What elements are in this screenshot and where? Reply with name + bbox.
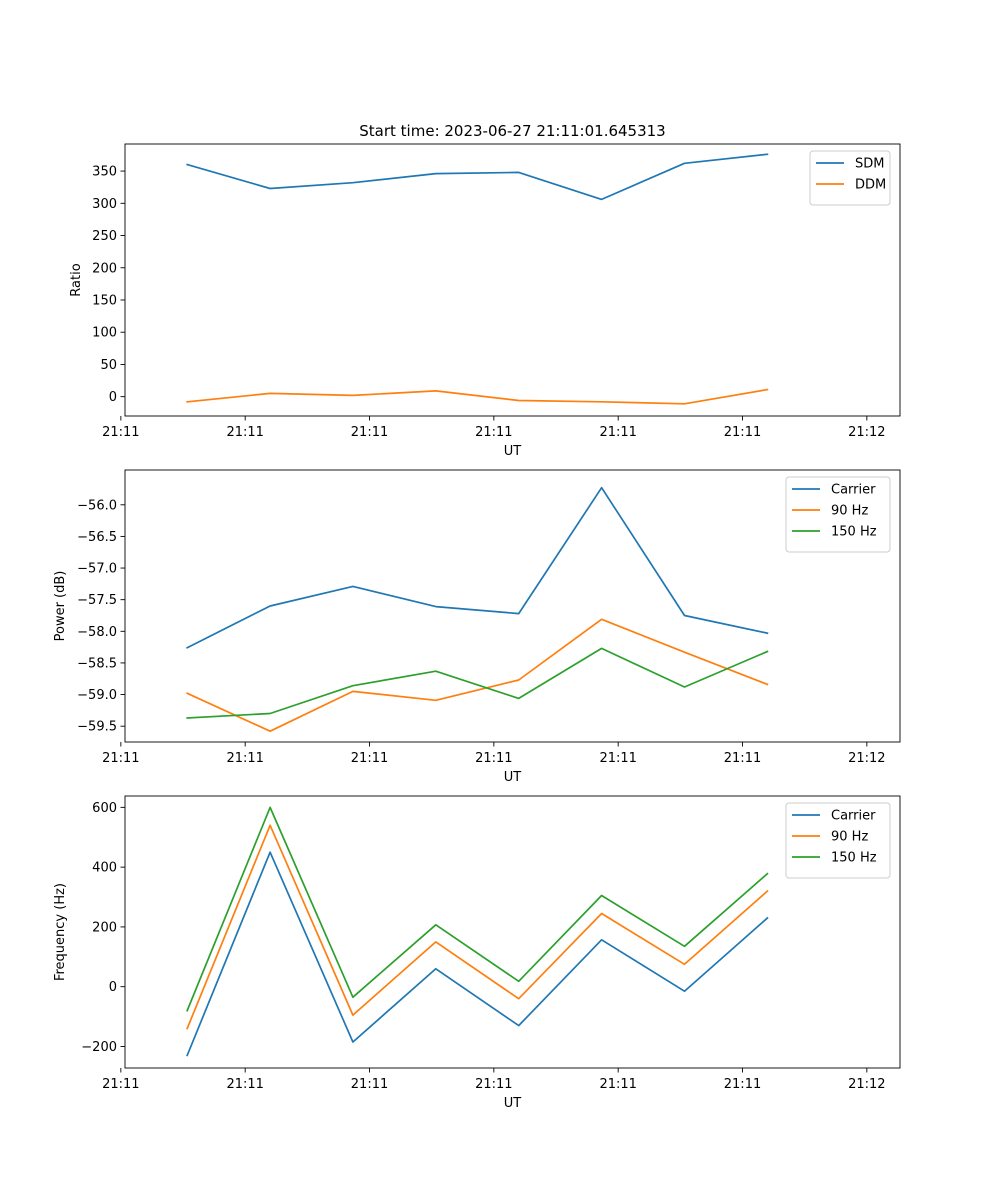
chart-3-legend-label-3: 150 Hz — [831, 851, 877, 866]
chart-1-y-tick-label-3: 100 — [92, 326, 117, 341]
chart-3-series-2-line — [186, 824, 769, 1030]
chart-2-series-1-line — [186, 486, 769, 649]
chart-2-y-tick-label-2: −59.0 — [77, 688, 117, 703]
chart-3-x-tick-label-6: 21:11 — [724, 1077, 761, 1092]
chart-1-axes-frame — [124, 143, 901, 417]
chart-3-x-tick-label-7: 21:12 — [848, 1077, 885, 1092]
chart-2-series-3-line — [186, 647, 769, 719]
chart-2-y-tick-label-3: −58.5 — [77, 656, 117, 671]
chart-3-legend-label-1: Carrier — [831, 809, 876, 824]
chart-1-y-tick-label-1: 0 — [109, 390, 117, 405]
chart-3-axes-frame — [124, 795, 901, 1069]
chart-2-x-tick-label-3: 21:11 — [351, 751, 388, 766]
chart-2-x-tick-label-6: 21:11 — [724, 751, 761, 766]
chart-2-x-tick-label-2: 21:11 — [226, 751, 263, 766]
chart-2-x-tick-label-1: 21:11 — [102, 751, 139, 766]
figure-title: Start time: 2023-06-27 21:11:01.645313 — [359, 122, 665, 140]
chart-2-axes-frame — [124, 469, 901, 743]
chart-3-y-tick-label-2: 0 — [109, 980, 117, 995]
chart-3-series-3-line — [186, 806, 769, 1012]
chart-1-y-tick-label-7: 300 — [92, 197, 117, 212]
chart-3-x-tick-label-1: 21:11 — [102, 1077, 139, 1092]
chart-2-legend-label-1: Carrier — [831, 483, 876, 498]
chart-1-y-tick-label-8: 350 — [92, 165, 117, 180]
chart-1-x-tick-label-3: 21:11 — [351, 425, 388, 440]
chart-2-y-tick-label-8: −56.0 — [77, 498, 117, 513]
chart-1-x-tick-label-6: 21:11 — [724, 425, 761, 440]
chart-3-y-axis-label: Frequency (Hz) — [53, 883, 68, 981]
chart-2-y-tick-label-1: −59.5 — [77, 720, 117, 735]
chart-1-x-tick-label-4: 21:11 — [475, 425, 512, 440]
chart-3-series-1-line — [186, 851, 769, 1057]
chart-1-legend-label-2: DDM — [855, 178, 886, 193]
chart-2-x-tick-label-5: 21:11 — [599, 751, 636, 766]
chart-2-y-axis-label: Power (dB) — [53, 571, 68, 642]
chart-2-legend-box — [785, 476, 891, 553]
chart-3-legend-label-2: 90 Hz — [831, 830, 868, 845]
chart-3-x-tick-label-2: 21:11 — [226, 1077, 263, 1092]
chart-3-y-tick-label-5: 600 — [92, 801, 117, 816]
chart-2-x-axis-label: UT — [504, 770, 522, 785]
chart-2-y-tick-label-7: −56.5 — [77, 530, 117, 545]
chart-2-y-tick-label-6: −57.0 — [77, 562, 117, 577]
chart-1-y-tick-label-6: 250 — [92, 229, 117, 244]
chart-1-legend-label-1: SDM — [855, 157, 884, 172]
chart-2-x-tick-label-7: 21:12 — [848, 751, 885, 766]
chart-2-y-tick-label-4: −58.0 — [77, 625, 117, 640]
chart-1-x-axis-label: UT — [504, 444, 522, 459]
chart-3-y-tick-label-4: 400 — [92, 861, 117, 876]
chart-3-y-tick-label-1: −200 — [81, 1040, 117, 1055]
chart-1-legend-box — [809, 150, 891, 206]
chart-1-y-tick-label-4: 150 — [92, 293, 117, 308]
chart-1-x-tick-label-1: 21:11 — [102, 425, 139, 440]
chart-1-y-tick-label-5: 200 — [92, 261, 117, 276]
chart-1-y-axis-label: Ratio — [69, 263, 84, 296]
chart-1-series-2-line — [186, 388, 769, 405]
chart-1-x-tick-label-2: 21:11 — [226, 425, 263, 440]
chart-2-x-tick-label-4: 21:11 — [475, 751, 512, 766]
chart-3-x-tick-label-3: 21:11 — [351, 1077, 388, 1092]
chart-2-legend-label-2: 90 Hz — [831, 504, 868, 519]
chart-2-series-2-line — [186, 618, 769, 733]
chart-2-y-tick-label-5: −57.5 — [77, 593, 117, 608]
chart-3-x-tick-label-4: 21:11 — [475, 1077, 512, 1092]
chart-3-y-tick-label-3: 200 — [92, 920, 117, 935]
chart-3-x-tick-label-5: 21:11 — [599, 1077, 636, 1092]
chart-3-x-axis-label: UT — [504, 1096, 522, 1111]
chart-1-series-1-line — [186, 153, 769, 201]
chart-1-y-tick-label-2: 50 — [100, 358, 117, 373]
chart-3-legend-box — [785, 802, 891, 879]
chart-1-x-tick-label-7: 21:12 — [848, 425, 885, 440]
chart-1-x-tick-label-5: 21:11 — [599, 425, 636, 440]
chart-2-legend-label-3: 150 Hz — [831, 525, 877, 540]
